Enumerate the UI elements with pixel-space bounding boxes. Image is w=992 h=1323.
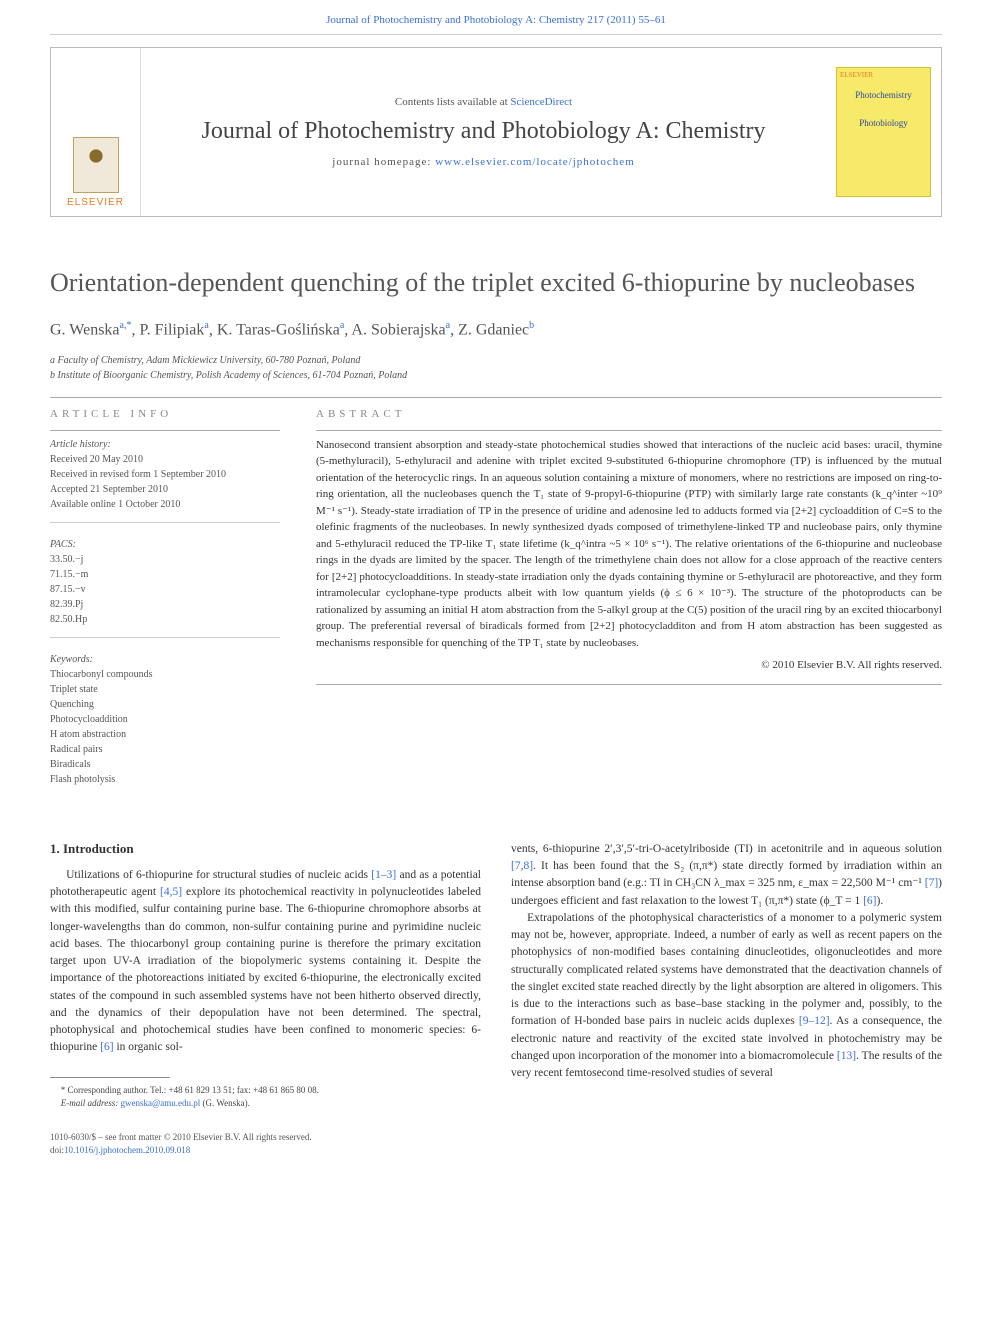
keyword: Quenching	[50, 699, 94, 710]
history-block: Article history: Received 20 May 2010 Re…	[50, 437, 280, 523]
sciencedirect-link[interactable]: ScienceDirect	[510, 96, 572, 108]
corresponding-author-note: * Corresponding author. Tel.: +48 61 829…	[50, 1084, 481, 1098]
keywords-block: Keywords: Thiocarbonyl compounds Triplet…	[50, 652, 280, 797]
doi-label: doi:	[50, 1145, 64, 1155]
section-heading: 1. Introduction	[50, 841, 481, 857]
keywords-label: Keywords:	[50, 654, 93, 665]
front-matter-line: 1010-6030/$ – see front matter © 2010 El…	[50, 1131, 942, 1145]
cover-title-2: Photobiology	[841, 118, 926, 130]
homepage-prefix: journal homepage:	[332, 156, 435, 168]
info-abstract-row: article info Article history: Received 2…	[50, 408, 942, 811]
keyword: Flash photolysis	[50, 774, 115, 785]
keyword: Radical pairs	[50, 744, 102, 755]
body-col-right: vents, 6-thiopurine 2′,3′,5′-tri-O-acety…	[511, 841, 942, 1111]
divider	[316, 430, 942, 431]
abstract-column: abstract Nanosecond transient absorption…	[316, 408, 942, 811]
keyword: H atom abstraction	[50, 729, 126, 740]
footnote-divider	[50, 1077, 170, 1078]
elsevier-tree-icon	[73, 137, 119, 193]
cover-publisher: ELSEVIER	[840, 71, 873, 80]
page-footer: 1010-6030/$ – see front matter © 2010 El…	[50, 1131, 942, 1158]
cover-thumb-wrap: ELSEVIER Photochemistry Photobiology	[826, 48, 941, 216]
pacs-code: 71.15.−m	[50, 569, 88, 580]
pacs-code: 82.39.Pj	[50, 599, 83, 610]
body-paragraph: vents, 6-thiopurine 2′,3′,5′-tri-O-acety…	[511, 841, 942, 910]
divider	[50, 397, 942, 398]
contents-prefix: Contents lists available at	[395, 96, 510, 108]
keyword: Photocycloaddition	[50, 714, 128, 725]
body-paragraph: Utilizations of 6-thiopurine for structu…	[50, 867, 481, 1057]
pacs-code: 87.15.−v	[50, 584, 86, 595]
publisher-name: ELSEVIER	[67, 197, 124, 208]
history-label: Article history:	[50, 439, 111, 450]
article-info-heading: article info	[50, 408, 280, 420]
divider	[50, 430, 280, 431]
running-head: Journal of Photochemistry and Photobiolo…	[50, 0, 942, 35]
abstract-body: Nanosecond transient absorption and stea…	[316, 439, 942, 649]
email-who: (G. Wenska).	[203, 1098, 250, 1108]
history-item: Received in revised form 1 September 201…	[50, 469, 226, 480]
affiliations: a Faculty of Chemistry, Adam Mickiewicz …	[50, 353, 942, 383]
keyword: Triplet state	[50, 684, 98, 695]
contents-line: Contents lists available at ScienceDirec…	[171, 96, 796, 108]
doi-line: doi:10.1016/j.jphotochem.2010.09.018	[50, 1144, 942, 1158]
abstract-text: Nanosecond transient absorption and stea…	[316, 437, 942, 674]
affiliation: b Institute of Bioorganic Chemistry, Pol…	[50, 368, 942, 383]
body-col-left: 1. Introduction Utilizations of 6-thiopu…	[50, 841, 481, 1111]
abstract-copyright: © 2010 Elsevier B.V. All rights reserved…	[316, 657, 942, 674]
body-paragraph: Extrapolations of the photophysical char…	[511, 910, 942, 1083]
article-info-column: article info Article history: Received 2…	[50, 408, 280, 811]
article-title: Orientation-dependent quenching of the t…	[50, 267, 942, 300]
email-label: E-mail address:	[61, 1098, 118, 1108]
pacs-block: PACS: 33.50.−j 71.15.−m 87.15.−v 82.39.P…	[50, 537, 280, 638]
homepage-url-link[interactable]: www.elsevier.com/locate/jphotochem	[435, 156, 634, 168]
email-line: E-mail address: gwenska@amu.edu.pl (G. W…	[50, 1097, 481, 1111]
body-columns: 1. Introduction Utilizations of 6-thiopu…	[50, 841, 942, 1111]
keyword: Biradicals	[50, 759, 91, 770]
abstract-heading: abstract	[316, 408, 942, 420]
affiliation: a Faculty of Chemistry, Adam Mickiewicz …	[50, 353, 942, 368]
pacs-code: 33.50.−j	[50, 554, 83, 565]
publisher-block: ELSEVIER	[51, 48, 141, 216]
masthead: ELSEVIER Contents lists available at Sci…	[50, 47, 942, 217]
keyword: Thiocarbonyl compounds	[50, 669, 152, 680]
history-item: Accepted 21 September 2010	[50, 484, 168, 495]
journal-cover-icon: ELSEVIER Photochemistry Photobiology	[836, 67, 931, 197]
pacs-label: PACS:	[50, 539, 76, 550]
author-list: G. Wenskaa,*, P. Filipiaka, K. Taras-Goś…	[50, 320, 942, 339]
divider	[316, 684, 942, 685]
pacs-code: 82.50.Hp	[50, 614, 87, 625]
article-front: Orientation-dependent quenching of the t…	[50, 267, 942, 811]
history-item: Received 20 May 2010	[50, 454, 143, 465]
masthead-center: Contents lists available at ScienceDirec…	[141, 48, 826, 216]
homepage-line: journal homepage: www.elsevier.com/locat…	[171, 156, 796, 168]
doi-link[interactable]: 10.1016/j.jphotochem.2010.09.018	[64, 1145, 190, 1155]
author-email-link[interactable]: gwenska@amu.edu.pl	[120, 1098, 200, 1108]
history-item: Available online 1 October 2010	[50, 499, 180, 510]
cover-title-1: Photochemistry	[841, 90, 926, 102]
journal-name: Journal of Photochemistry and Photobiolo…	[171, 116, 796, 146]
